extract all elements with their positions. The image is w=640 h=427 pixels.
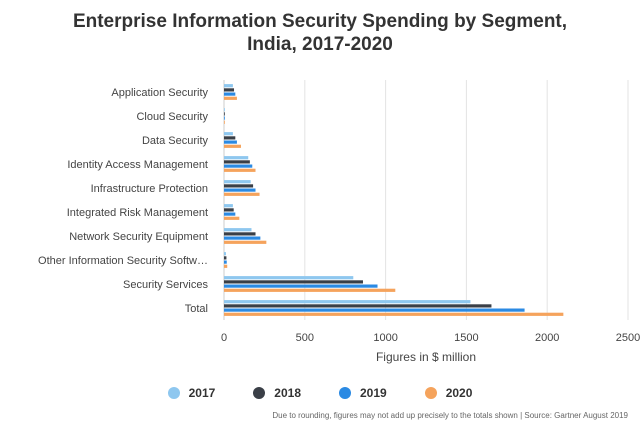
bar-2020-3 bbox=[224, 168, 256, 172]
legend-swatch bbox=[339, 387, 351, 399]
legend-label: 2018 bbox=[274, 386, 301, 400]
legend-label: 2019 bbox=[360, 386, 387, 400]
x-tick-label-500: 500 bbox=[296, 332, 314, 344]
bar-2017-9 bbox=[224, 300, 471, 304]
bar-2017-1 bbox=[224, 108, 225, 112]
bar-2020-5 bbox=[224, 216, 240, 220]
bar-2020-9 bbox=[224, 312, 564, 316]
bar-2017-3 bbox=[224, 156, 249, 160]
chart-title-line-2: India, 2017-2020 bbox=[247, 34, 393, 55]
bar-2018-5 bbox=[224, 208, 234, 212]
legend-swatch bbox=[253, 387, 266, 399]
bar-chart: 0 500 1000 1500 2000 2500 Application Security… bbox=[38, 80, 640, 364]
legend-item-2017[interactable]: 2017 bbox=[167, 386, 216, 400]
bar-2018-0 bbox=[224, 88, 235, 92]
bar-2020-2 bbox=[224, 144, 241, 148]
category-label: Security Services bbox=[123, 279, 208, 291]
legend-item-2019[interactable]: 2019 bbox=[339, 386, 387, 400]
bar-2017-6 bbox=[224, 228, 252, 232]
bar-2020-7 bbox=[224, 264, 228, 268]
category-label: Total bbox=[185, 303, 208, 315]
x-tick-label-1000: 1000 bbox=[373, 332, 397, 344]
x-tick-label-0: 0 bbox=[221, 332, 227, 344]
bar-2018-2 bbox=[224, 136, 236, 140]
bar-2018-8 bbox=[224, 280, 363, 284]
x-tick-label-1500: 1500 bbox=[454, 332, 478, 344]
legend-label: 2017 bbox=[188, 386, 216, 400]
legend-swatch bbox=[424, 387, 437, 399]
bar-2019-9 bbox=[224, 308, 525, 312]
bar-2017-7 bbox=[224, 252, 226, 256]
bar-2018-4 bbox=[224, 184, 254, 188]
bar-2017-5 bbox=[224, 204, 233, 208]
category-label: Application Security bbox=[111, 87, 208, 99]
bar-2019-7 bbox=[224, 260, 227, 264]
source-footnote: Due to rounding, figures may not add up … bbox=[272, 411, 628, 420]
x-tick-label-2000: 2000 bbox=[535, 332, 559, 344]
category-label: Other Information Security Softw… bbox=[38, 255, 208, 267]
bar-2019-5 bbox=[224, 212, 236, 216]
bar-2020-4 bbox=[224, 192, 260, 196]
chart-legend: 2017 2018 2019 2020 bbox=[0, 386, 640, 400]
bar-2019-6 bbox=[224, 236, 261, 240]
x-tick-label-2500: 2500 bbox=[616, 332, 640, 344]
category-label: Identity Access Management bbox=[67, 159, 208, 171]
bar-2019-1 bbox=[224, 116, 225, 120]
bar-2018-1 bbox=[224, 112, 225, 116]
bar-2020-8 bbox=[224, 288, 396, 292]
bar-2020-0 bbox=[224, 96, 237, 100]
legend-swatch bbox=[167, 387, 180, 399]
bar-2019-2 bbox=[224, 140, 237, 144]
chart-title-line-1: Enterprise Information Security Spending… bbox=[72, 11, 568, 32]
legend-item-2018[interactable]: 2018 bbox=[253, 386, 301, 400]
bar-2018-7 bbox=[224, 256, 227, 260]
bar-2018-9 bbox=[224, 304, 492, 308]
bar-2019-0 bbox=[224, 92, 236, 96]
category-label: Network Security Equipment bbox=[69, 231, 208, 243]
bar-2017-2 bbox=[224, 132, 233, 136]
bar-2018-3 bbox=[224, 160, 250, 164]
bar-2019-3 bbox=[224, 164, 253, 168]
category-label: Integrated Risk Management bbox=[67, 207, 208, 219]
category-label: Data Security bbox=[142, 135, 209, 147]
category-label: Infrastructure Protection bbox=[91, 183, 208, 195]
bar-2017-4 bbox=[224, 180, 251, 184]
bar-2018-6 bbox=[224, 232, 256, 236]
category-label: Cloud Security bbox=[136, 111, 208, 123]
bar-2019-4 bbox=[224, 188, 256, 192]
legend-label: 2020 bbox=[445, 386, 473, 400]
bar-2017-8 bbox=[224, 276, 354, 280]
bar-2019-8 bbox=[224, 284, 378, 288]
x-axis-title: Figures in $ million bbox=[376, 350, 476, 364]
bar-2020-6 bbox=[224, 240, 267, 244]
bar-2020-1 bbox=[224, 120, 225, 124]
bar-2017-0 bbox=[224, 84, 233, 88]
legend-item-2020[interactable]: 2020 bbox=[424, 386, 473, 400]
